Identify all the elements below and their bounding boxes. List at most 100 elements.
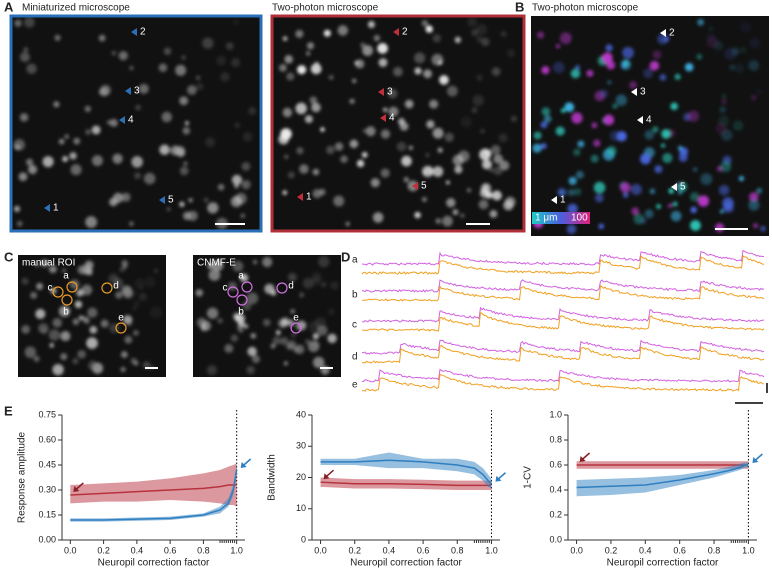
cell: [53, 101, 60, 108]
cell: [34, 263, 40, 268]
trace: [361, 344, 765, 364]
cell: [510, 115, 518, 122]
roi-label: a: [238, 271, 244, 282]
image-border: [9, 14, 263, 233]
cell: [30, 291, 38, 299]
cell: [586, 69, 594, 77]
cell: [320, 127, 325, 132]
cell: [388, 106, 399, 117]
y-tick-label: 0.6: [549, 459, 562, 469]
cell: [700, 173, 713, 186]
cell: [674, 73, 681, 80]
panel-title: Miniaturized microscope: [22, 3, 130, 14]
cell: [378, 58, 388, 67]
cell: [414, 211, 421, 219]
cell: [85, 129, 91, 135]
y-tick-label: 0.0: [549, 534, 562, 544]
marker-arrow: [44, 204, 50, 212]
cell: [283, 154, 289, 160]
roi: [52, 286, 64, 298]
marker-label: 5: [421, 181, 427, 192]
cell: [121, 192, 131, 202]
cell: [432, 166, 444, 177]
cell: [248, 106, 257, 115]
cell: [590, 154, 599, 163]
cell: [444, 132, 454, 142]
cell: [16, 220, 23, 227]
cell: [207, 202, 219, 214]
cell: [656, 204, 662, 210]
colorbar-label: 1 μm: [535, 213, 557, 224]
cell: [166, 207, 171, 212]
image-border: [270, 14, 526, 233]
arrow-head: [323, 473, 330, 480]
cell: [13, 139, 26, 151]
micrograph: [9, 14, 263, 233]
cell: [49, 343, 55, 348]
cell: [312, 168, 320, 176]
cell: [734, 63, 745, 74]
cell: [575, 170, 584, 179]
cell: [161, 111, 173, 123]
cell: [251, 355, 261, 364]
cells: [195, 256, 339, 376]
cell: [179, 201, 185, 207]
cell: [98, 89, 105, 95]
cell: [446, 85, 458, 97]
marker-label: 5: [680, 182, 686, 193]
cell: [262, 318, 271, 327]
cell: [179, 166, 189, 176]
y-tick-label: 1.0: [549, 409, 562, 419]
cell: [98, 34, 106, 42]
cell: [599, 89, 609, 98]
cell: [480, 129, 485, 134]
cell: [615, 94, 628, 106]
cell: [345, 221, 350, 227]
roi-label: c: [223, 283, 228, 294]
marker-arrow: [393, 28, 399, 36]
cell: [304, 115, 313, 124]
marker-label: 1: [560, 195, 566, 206]
cell: [555, 43, 561, 49]
x-tick-label: 0.2: [605, 545, 618, 555]
roi-label: b: [238, 307, 244, 318]
cell: [143, 172, 156, 185]
cell: [567, 188, 575, 196]
cell: [476, 24, 488, 35]
cell: [170, 145, 181, 156]
x-tick-label: 0.6: [673, 545, 686, 555]
cell: [425, 25, 433, 33]
cell: [370, 178, 380, 188]
marker-label: 4: [128, 115, 134, 126]
cell: [70, 164, 82, 176]
image-bg: [11, 16, 261, 231]
cell: [134, 172, 142, 180]
cells: [532, 18, 766, 234]
cell: [91, 155, 103, 167]
cell: [206, 307, 219, 319]
cell: [396, 141, 407, 152]
cell: [175, 64, 187, 76]
cell: [241, 162, 251, 171]
y-tick-label: 20: [296, 472, 306, 482]
cell: [498, 133, 508, 143]
cell: [414, 52, 426, 64]
cell: [423, 69, 433, 79]
cell: [48, 329, 61, 341]
line: [576, 464, 749, 489]
cell: [182, 211, 192, 221]
cell: [678, 152, 688, 162]
y-axis-title: 1-CV: [523, 466, 534, 489]
cell: [196, 75, 201, 80]
roi-label: d: [113, 281, 119, 292]
cell: [622, 46, 634, 59]
trace: [361, 279, 765, 293]
cell: [318, 256, 330, 268]
marker-arrow: [131, 28, 137, 36]
cells: [13, 16, 257, 230]
marker-label: 1: [53, 203, 59, 214]
panel-title: CNMF-E: [197, 258, 236, 269]
cell: [719, 106, 727, 114]
cell: [644, 209, 654, 219]
cell: [283, 361, 288, 366]
